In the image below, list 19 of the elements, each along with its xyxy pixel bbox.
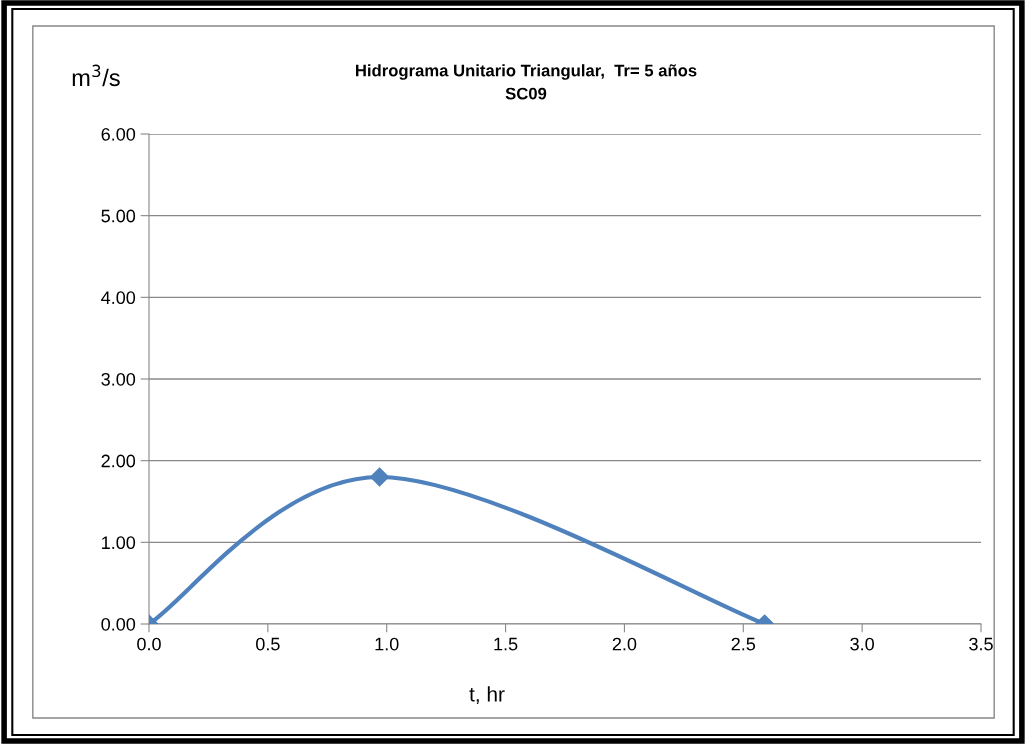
y-axis-title: m$^{3}$/s (72, 64, 120, 87)
x-tick-label: 2.0 (612, 637, 637, 651)
y-tick-label: 6.00 (101, 127, 136, 141)
y-tick-label: 5.00 (101, 209, 136, 223)
y-tick-label: 0.00 (101, 617, 136, 631)
y-tick-label: 2.00 (101, 454, 136, 468)
x-axis-title: t, hr (469, 686, 505, 705)
x-tick-label: 0.5 (256, 637, 280, 651)
x-tick-label: 3.0 (850, 637, 874, 651)
chart-title: Hidrograma Unitario Triangular, Tr= 5 años (356, 64, 697, 80)
x-tick-label: 1.5 (494, 637, 518, 651)
x-tick-label: 2.5 (731, 637, 756, 651)
x-tick-label: 1.0 (375, 637, 399, 651)
x-tick-label: 3.5 (969, 637, 993, 651)
y-tick-label: 3.00 (101, 372, 136, 386)
y-tick-label: 1.00 (102, 536, 136, 550)
chart-subtitle: SC09 (505, 87, 547, 100)
y-tick-label: 4.00 (101, 291, 136, 305)
x-tick-label: 0.0 (137, 637, 161, 651)
